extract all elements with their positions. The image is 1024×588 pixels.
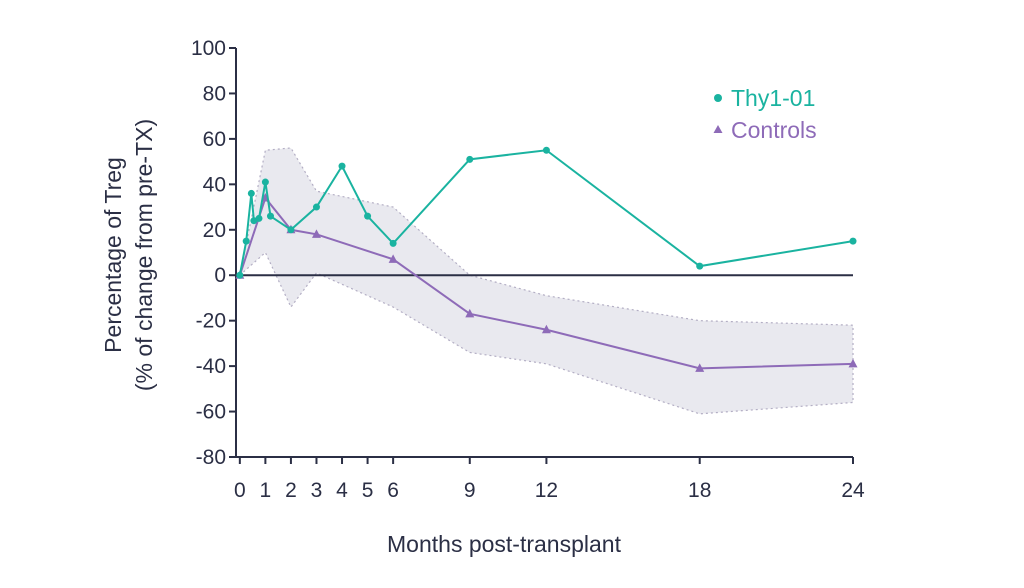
point-thy1-01-0 bbox=[236, 271, 244, 279]
x-tick-label-6: 6 bbox=[387, 479, 399, 502]
x-tick-label-3: 3 bbox=[311, 479, 323, 502]
y-tick-label-20: 20 bbox=[203, 219, 226, 242]
y-tick-label-80: -80 bbox=[196, 446, 226, 469]
y-tick-label-40: 40 bbox=[203, 173, 226, 196]
x-tick-label-9: 9 bbox=[464, 479, 476, 502]
y-tick-label-100: 100 bbox=[191, 37, 226, 60]
legend-label-controls: Controls bbox=[731, 117, 817, 143]
y-axis-title-line1: Percentage of Treg bbox=[100, 157, 126, 353]
x-tick-label-0: 0 bbox=[234, 479, 246, 502]
point-thy1-01-15 bbox=[849, 237, 857, 245]
series-line-thy1-01 bbox=[238, 149, 854, 276]
point-thy1-01-14 bbox=[696, 262, 704, 270]
x-axis-title: Months post-transplant bbox=[387, 531, 622, 557]
x-tick-label-2: 2 bbox=[285, 479, 297, 502]
point-thy1-01-8 bbox=[312, 203, 320, 211]
legend-marker-controls bbox=[713, 125, 723, 133]
y-axis-title-line2: (% of change from pre-TX) bbox=[131, 119, 157, 391]
x-tick-label-5: 5 bbox=[362, 479, 374, 502]
point-thy1-01-7 bbox=[287, 226, 295, 234]
point-controls-4 bbox=[388, 254, 398, 263]
point-thy1-01-6 bbox=[266, 212, 274, 220]
x-tick-label-24: 24 bbox=[841, 479, 865, 502]
legend-label-thy1-01: Thy1-01 bbox=[731, 85, 815, 111]
y-tick-label-20: -20 bbox=[196, 310, 226, 333]
point-thy1-01-11 bbox=[389, 239, 397, 247]
point-thy1-01-2 bbox=[247, 189, 255, 197]
point-controls-3 bbox=[311, 229, 321, 238]
point-controls-8 bbox=[848, 358, 858, 368]
x-tick-label-18: 18 bbox=[688, 479, 711, 502]
y-tick-label-80: 80 bbox=[203, 82, 226, 105]
x-tick-label-1: 1 bbox=[260, 479, 272, 502]
point-controls-7 bbox=[695, 363, 705, 372]
series-layer bbox=[235, 146, 858, 372]
controls-range-band bbox=[238, 147, 854, 415]
point-thy1-01-1 bbox=[242, 237, 250, 245]
legend: Thy1-01 Controls bbox=[713, 85, 817, 143]
y-tick-label-60: 60 bbox=[203, 128, 226, 151]
legend-marker-thy1-01 bbox=[714, 94, 722, 102]
point-controls-5 bbox=[465, 308, 475, 318]
point-thy1-01-4 bbox=[255, 214, 263, 222]
point-thy1-01-5 bbox=[261, 178, 269, 186]
y-tick-label-0: 0 bbox=[214, 264, 226, 287]
point-controls-6 bbox=[541, 324, 551, 334]
point-thy1-01-12 bbox=[466, 155, 474, 163]
point-thy1-01-9 bbox=[338, 162, 346, 170]
confidence-band-layer bbox=[238, 147, 854, 415]
point-thy1-01-13 bbox=[542, 146, 550, 154]
y-tick-label-40: -40 bbox=[196, 355, 226, 378]
point-thy1-01-10 bbox=[364, 212, 372, 220]
y-tick-label-60: -60 bbox=[196, 401, 226, 424]
x-tick-label-12: 12 bbox=[535, 479, 558, 502]
x-tick-label-4: 4 bbox=[336, 479, 348, 502]
